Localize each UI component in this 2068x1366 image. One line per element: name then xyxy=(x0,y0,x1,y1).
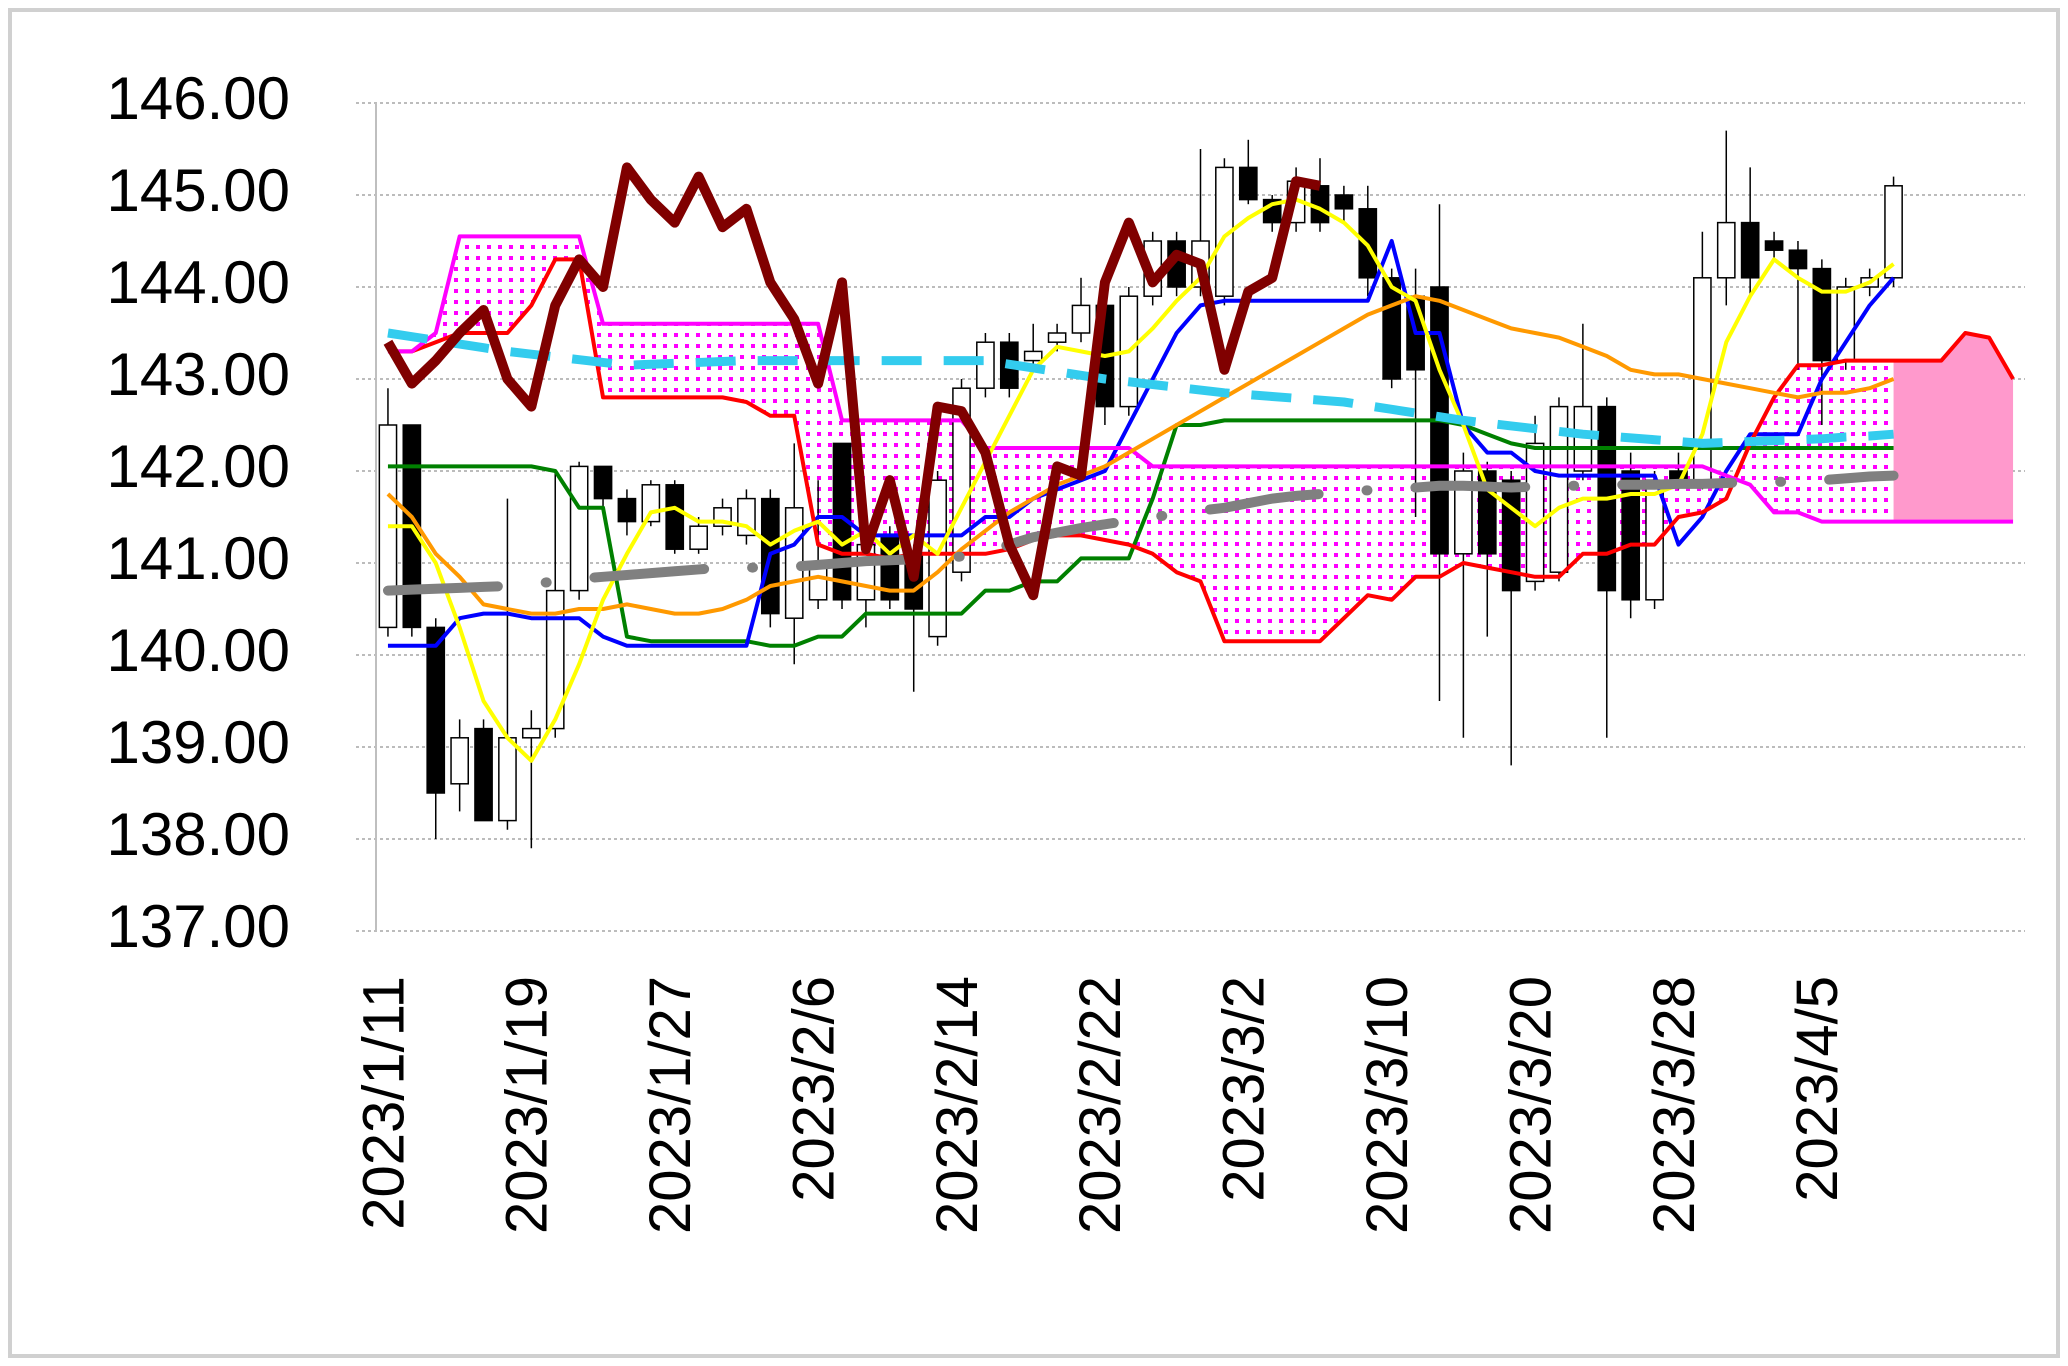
candle-body xyxy=(1812,267,1832,362)
candle-body xyxy=(1501,479,1521,592)
x-tick-label: 2023/2/14 xyxy=(925,976,990,1234)
candle-body xyxy=(569,465,589,592)
candle-body xyxy=(521,727,541,739)
x-tick-label: 2023/2/22 xyxy=(1068,976,1133,1234)
x-tick-label: 2023/3/28 xyxy=(1642,976,1707,1234)
chart-frame xyxy=(8,8,2060,1358)
x-tick-label: 2023/4/5 xyxy=(1785,976,1850,1202)
x-tick-label: 2023/3/10 xyxy=(1355,976,1420,1234)
candle-body xyxy=(665,484,685,550)
y-tick-label: 141.00 xyxy=(106,525,290,592)
series-line xyxy=(386,294,1895,616)
x-tick-label: 2023/3/20 xyxy=(1498,976,1563,1234)
label-layer: 137.00 138.00 139.00 140.00 141.00 142.00 143.… xyxy=(106,65,1850,1234)
x-tick-label: 2023/1/27 xyxy=(638,976,703,1234)
candle-body xyxy=(1621,470,1641,601)
candle-body xyxy=(617,497,637,523)
y-tick-label: 138.00 xyxy=(106,801,290,868)
candle-body xyxy=(498,737,517,822)
y-tick-label: 139.00 xyxy=(106,709,290,776)
candle-body xyxy=(1716,221,1736,279)
candle-body xyxy=(1382,277,1402,380)
candle-body xyxy=(1047,332,1067,343)
candle-body xyxy=(976,341,995,389)
y-tick-label: 146.00 xyxy=(106,65,290,132)
candle-body xyxy=(1310,185,1330,224)
candle-body xyxy=(1334,194,1354,210)
series-line xyxy=(387,234,2014,524)
candle-body xyxy=(1525,442,1545,583)
candle-body xyxy=(1071,304,1091,334)
candle-body xyxy=(1740,221,1760,279)
candle-body xyxy=(545,589,565,730)
candle-body xyxy=(1764,240,1784,251)
candle-body xyxy=(1238,166,1258,201)
y-tick-label: 144.00 xyxy=(106,249,290,316)
candle-body xyxy=(952,387,971,573)
x-tick-label: 2023/1/19 xyxy=(495,976,560,1234)
series-line xyxy=(383,162,1321,601)
y-tick-label: 142.00 xyxy=(106,433,290,500)
candle-body xyxy=(1023,350,1043,362)
series-line xyxy=(387,239,1896,648)
series-line xyxy=(387,328,1894,448)
cloud-future xyxy=(1893,333,2014,522)
candle-body xyxy=(928,479,947,638)
series-line xyxy=(382,470,1899,596)
series-line xyxy=(387,418,1894,648)
candle-body xyxy=(474,727,493,822)
y-tick-label: 140.00 xyxy=(106,617,290,684)
candle-body xyxy=(426,626,446,794)
x-tick-label: 2023/3/2 xyxy=(1212,976,1277,1202)
x-tick-label: 2023/2/6 xyxy=(781,976,846,1202)
y-tick-label: 145.00 xyxy=(106,157,290,224)
x-tick-label: 2023/1/11 xyxy=(351,976,416,1230)
candle-body xyxy=(593,465,613,500)
series-line xyxy=(387,257,2015,644)
line-layer xyxy=(382,162,2015,763)
y-tick-label: 143.00 xyxy=(106,341,290,408)
y-tick-label: 137.00 xyxy=(106,893,290,960)
candle-body xyxy=(1788,249,1808,270)
candle-body xyxy=(450,737,469,785)
candle-body xyxy=(1454,470,1473,555)
candle-body xyxy=(689,525,708,550)
series-line xyxy=(387,197,1895,763)
